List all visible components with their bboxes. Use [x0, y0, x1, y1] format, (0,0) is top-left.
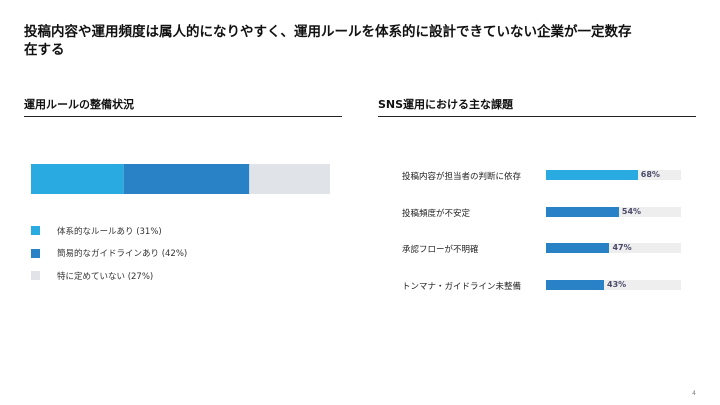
legend-item: 体系的なルールあり (31%)	[31, 224, 187, 237]
issue-value-label: 43%	[607, 279, 627, 289]
legend-swatch	[31, 248, 40, 258]
issues-section: SNS運用における主な課題	[378, 96, 696, 117]
legend-label: 体系的なルールあり (31%)	[57, 226, 162, 237]
rule-status-legend: 体系的なルールあり (31%) 簡易的なガイドラインあり (42%) 特に定めていな…	[31, 224, 187, 292]
issue-bar	[546, 206, 619, 217]
issue-row: トンマナ・ガイドライン未整備 43%	[402, 278, 682, 296]
issue-value-label: 54%	[621, 206, 642, 216]
page-number: 4	[692, 390, 696, 397]
slide-title-line-1: 投稿内容や運用頻度は属人的になりやすく、運用ルールを体系的に設計できていない企業…	[24, 24, 632, 40]
rule-status-stacked-bar	[31, 164, 330, 194]
issues-title: SNS運用における主な課題	[378, 96, 696, 117]
issue-bar-track: 68%	[546, 170, 681, 180]
legend-label: 簡易的なガイドラインあり (42%)	[57, 249, 188, 259]
issue-row: 投稿内容が担当者の判断に依存 68%	[402, 168, 682, 186]
issue-label: 投稿頻度が不安定	[402, 208, 471, 219]
slide-title: 投稿内容や運用頻度は属人的になりやすく、運用ルールを体系的に設計できていない企業…	[24, 23, 664, 59]
issue-row: 投稿頻度が不安定 54%	[402, 205, 682, 223]
issue-label: 投稿内容が担当者の判断に依存	[402, 172, 522, 182]
issue-row: 承認フローが不明確 47%	[402, 241, 682, 259]
issue-bar	[546, 279, 605, 290]
legend-swatch	[31, 226, 40, 235]
issue-bar	[546, 170, 638, 180]
issue-value-label: 68%	[640, 170, 660, 179]
stacked-segment-1	[31, 164, 124, 194]
issue-bar	[546, 243, 610, 253]
issue-bar-track: 43%	[546, 279, 681, 290]
issue-label: トンマナ・ガイドライン未整備	[402, 281, 522, 292]
stacked-segment-2	[123, 164, 250, 194]
rule-status-section: 運用ルールの整備状況	[24, 96, 342, 117]
stacked-segment-3	[249, 164, 330, 194]
issue-bar-track: 47%	[546, 243, 681, 253]
legend-item: 特に定めていない (27%)	[31, 269, 187, 282]
issue-label: 承認フローが不明確	[402, 245, 479, 255]
issues-bar-chart: 投稿内容が担当者の判断に依存 68% 投稿頻度が不安定 54% 承認フローが不明確 47%…	[402, 168, 682, 314]
legend-label: 特に定めていない (27%)	[57, 271, 154, 282]
issue-bar-track: 54%	[546, 206, 681, 217]
slide-title-line-2: 在する	[24, 42, 65, 58]
rule-status-title: 運用ルールの整備状況	[24, 96, 342, 117]
legend-swatch	[31, 271, 40, 280]
legend-item: 簡易的なガイドラインあり (42%)	[31, 247, 187, 260]
issue-value-label: 47%	[612, 243, 632, 252]
